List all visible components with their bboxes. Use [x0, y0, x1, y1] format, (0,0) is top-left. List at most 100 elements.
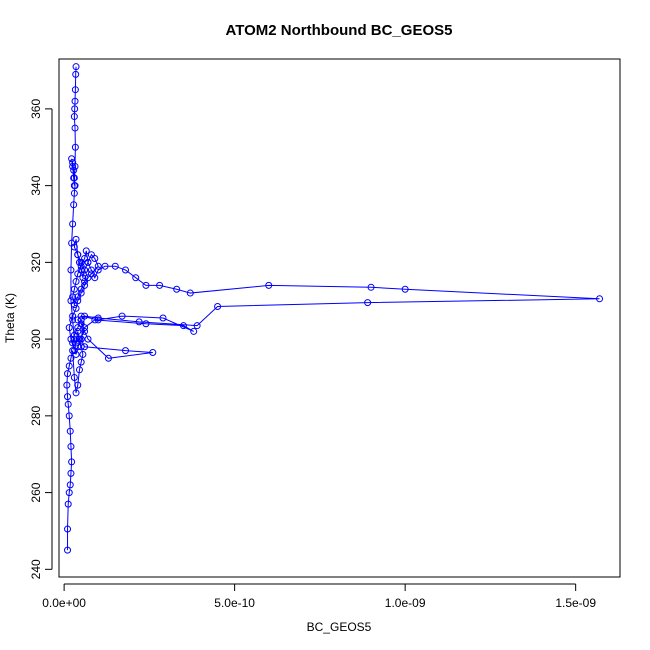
data-point — [69, 339, 77, 347]
data-point — [132, 274, 140, 282]
data-point — [111, 262, 119, 270]
data-point — [67, 297, 75, 305]
data-point — [70, 174, 78, 182]
data-point — [91, 316, 99, 324]
data-point — [79, 274, 87, 282]
data-point — [72, 389, 80, 397]
y-axis-label: Theta (K) — [3, 293, 17, 343]
data-point — [71, 86, 79, 94]
data-point — [70, 301, 78, 309]
data-point — [64, 525, 72, 533]
data-point — [74, 316, 82, 324]
data-point — [87, 270, 95, 278]
data-point — [77, 335, 85, 343]
data-point — [77, 358, 85, 366]
data-point — [68, 155, 76, 163]
data-point — [142, 281, 150, 289]
data-point — [67, 335, 75, 343]
data-point — [74, 251, 82, 259]
data-point — [67, 469, 75, 477]
data-point — [79, 350, 87, 358]
data-point — [65, 324, 73, 332]
data-point — [84, 274, 92, 282]
data-point — [77, 262, 85, 270]
data-point — [77, 285, 85, 293]
data-point — [84, 335, 92, 343]
data-point — [401, 285, 409, 293]
data-point — [72, 304, 80, 312]
data-point — [67, 354, 75, 362]
data-point — [118, 312, 126, 320]
data-point — [81, 255, 89, 263]
data-point — [71, 124, 79, 132]
data-point — [66, 427, 74, 435]
data-point — [94, 262, 102, 270]
data-point — [72, 350, 80, 358]
data-point — [65, 412, 73, 420]
data-point — [190, 327, 198, 335]
data-point — [67, 443, 75, 451]
x-tick-label: 1.5e-09 — [555, 596, 596, 610]
plot-area — [63, 63, 604, 554]
y-tick-label: 340 — [29, 175, 43, 195]
data-point — [94, 316, 102, 324]
y-tick-label: 240 — [29, 559, 43, 579]
data-point — [71, 162, 79, 170]
data-point — [64, 546, 72, 554]
data-point — [65, 362, 73, 370]
data-point — [70, 285, 78, 293]
data-point — [135, 318, 143, 326]
data-point — [70, 373, 78, 381]
x-axis: 0.0e+00 5.0e-10 1.0e-09 1.5e-09 — [42, 583, 596, 610]
data-point — [74, 270, 82, 278]
chart-title: ATOM2 Northbound BC_GEOS5 — [226, 22, 453, 39]
data-point — [87, 251, 95, 259]
data-point — [64, 500, 72, 508]
data-point — [122, 266, 129, 274]
data-point — [68, 458, 76, 466]
data-point — [122, 347, 129, 355]
data-point — [156, 281, 164, 289]
data-point — [364, 299, 372, 307]
data-point — [214, 302, 222, 310]
data-point — [64, 400, 72, 408]
data-point — [75, 366, 83, 374]
data-point — [70, 335, 78, 343]
data-point — [65, 489, 73, 497]
data-point — [70, 189, 78, 197]
data-point — [101, 262, 109, 270]
data-point — [72, 63, 80, 71]
data-point — [74, 381, 82, 389]
data-point — [71, 97, 79, 105]
data-point — [179, 322, 187, 330]
data-point — [159, 314, 167, 322]
data-point — [70, 166, 78, 174]
data-point — [104, 354, 112, 362]
y-tick-label: 300 — [29, 329, 43, 349]
data-point — [70, 182, 78, 190]
data-point — [84, 258, 92, 266]
y-tick-label: 320 — [29, 252, 43, 272]
data-point — [367, 283, 375, 291]
data-point — [70, 331, 78, 339]
y-tick-label: 280 — [29, 406, 43, 426]
data-point — [64, 393, 72, 401]
data-point — [87, 266, 95, 274]
x-tick-label: 1.0e-09 — [385, 596, 426, 610]
data-point — [81, 281, 89, 289]
data-point — [77, 320, 85, 328]
data-point — [63, 381, 71, 389]
data-point — [74, 343, 82, 351]
data-point — [74, 293, 82, 301]
data-point — [75, 258, 83, 266]
data-point — [69, 293, 77, 301]
data-point — [193, 322, 201, 330]
data-point — [69, 312, 77, 320]
data-point — [81, 266, 89, 274]
data-point — [74, 297, 82, 305]
data-point — [142, 320, 150, 328]
data-point — [74, 324, 82, 332]
data-point — [72, 278, 80, 286]
data-point — [71, 105, 79, 113]
